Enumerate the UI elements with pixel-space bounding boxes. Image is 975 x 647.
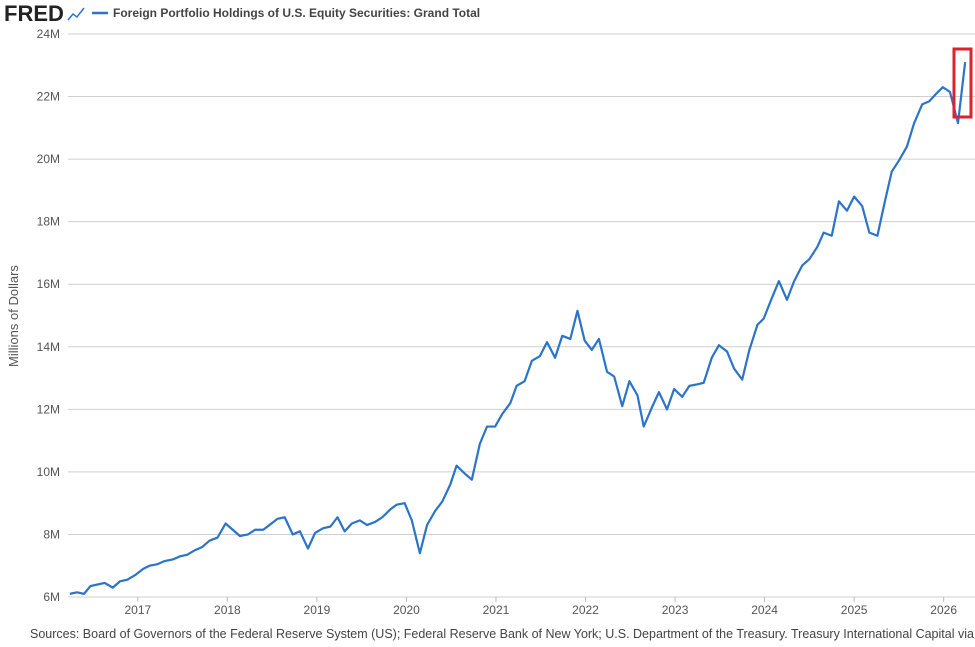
x-tick-label: 2022 bbox=[572, 603, 599, 617]
x-tick-label: 2018 bbox=[214, 603, 241, 617]
y-tick-label: 14M bbox=[37, 340, 60, 354]
x-tick-label: 2026 bbox=[930, 603, 957, 617]
y-tick-label: 10M bbox=[37, 465, 60, 479]
y-tick-label: 24M bbox=[37, 27, 60, 41]
y-tick-label: 20M bbox=[37, 152, 60, 166]
y-tick-label: 16M bbox=[37, 277, 60, 291]
y-tick-label: 6M bbox=[43, 590, 60, 604]
y-tick-label: 12M bbox=[37, 402, 60, 416]
x-tick-label: 2020 bbox=[393, 603, 420, 617]
data-line bbox=[69, 62, 967, 595]
y-tick-label: 8M bbox=[43, 527, 60, 541]
x-tick-label: 2024 bbox=[751, 603, 778, 617]
y-axis-label: Millions of Dollars bbox=[6, 265, 21, 367]
plot-area: 6M 8M 10M 12M 14M 16M 18M 20M 22M 24M 2017 2018 2019… bbox=[37, 27, 975, 617]
y-tick-label: 22M bbox=[37, 90, 60, 104]
x-tick-label: 2021 bbox=[483, 603, 510, 617]
logo-icon bbox=[67, 7, 85, 21]
source-note: Sources: Board of Governors of the Feder… bbox=[30, 627, 975, 641]
legend-label: Foreign Portfolio Holdings of U.S. Equit… bbox=[113, 6, 480, 20]
x-tick-label: 2017 bbox=[124, 603, 151, 617]
x-tick-label: 2019 bbox=[304, 603, 331, 617]
highlight-box bbox=[952, 47, 973, 119]
y-tick-label: 18M bbox=[37, 215, 60, 229]
logo: FRED bbox=[4, 1, 64, 26]
x-tick-label: 2025 bbox=[841, 603, 868, 617]
x-tick-label: 2023 bbox=[662, 603, 689, 617]
